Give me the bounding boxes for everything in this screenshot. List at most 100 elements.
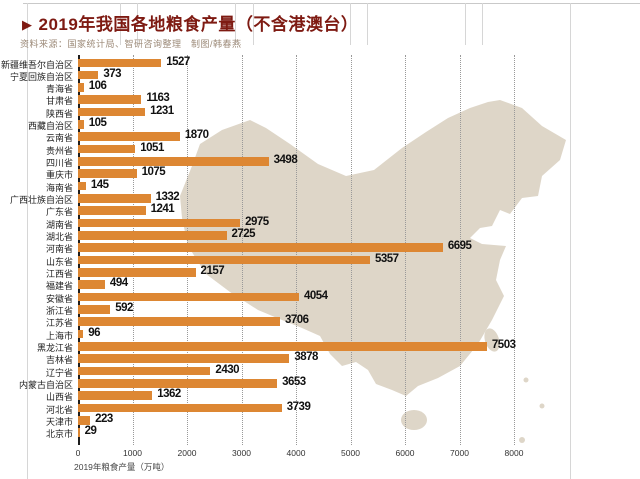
bar bbox=[78, 83, 84, 92]
table-stub-line bbox=[465, 3, 466, 45]
province-label: 广东省 bbox=[45, 207, 73, 218]
x-tick-label: 8000 bbox=[504, 448, 524, 458]
value-label: 1332 bbox=[155, 191, 180, 204]
province-label: 广西壮族自治区 bbox=[9, 195, 73, 206]
bar-row: 福建省 494 bbox=[0, 277, 640, 291]
bar bbox=[78, 391, 153, 400]
x-tick-label: 6000 bbox=[395, 448, 415, 458]
bar bbox=[78, 305, 111, 314]
bar bbox=[78, 120, 84, 129]
bar bbox=[78, 132, 180, 141]
bar bbox=[78, 354, 290, 363]
table-stub-line bbox=[120, 3, 121, 45]
x-tick-label: 1000 bbox=[123, 448, 142, 458]
value-label: 2975 bbox=[245, 215, 269, 228]
x-tick-label: 7000 bbox=[450, 448, 469, 458]
hainan-island bbox=[401, 410, 427, 430]
gridline bbox=[459, 55, 461, 445]
province-label: 贵州省 bbox=[45, 145, 73, 156]
value-label: 105 bbox=[88, 117, 107, 130]
value-label: 223 bbox=[95, 413, 113, 426]
bar bbox=[78, 144, 136, 154]
bar-row: 海南省 145 bbox=[0, 178, 640, 193]
value-label: 1231 bbox=[150, 104, 174, 117]
province-label: 内蒙古自治区 bbox=[18, 380, 73, 391]
value-label: 1051 bbox=[140, 141, 164, 154]
bar bbox=[78, 157, 269, 166]
province-label: 河北省 bbox=[45, 404, 73, 415]
bar-row: 四川省 3498 bbox=[0, 154, 640, 169]
province-label: 海南省 bbox=[45, 182, 73, 193]
title-marker-icon: ▶ bbox=[22, 17, 33, 32]
value-label: 2430 bbox=[215, 363, 240, 376]
bar-row: 河南省 6695 bbox=[0, 240, 640, 254]
value-label: 3739 bbox=[286, 400, 311, 413]
province-label: 安徽省 bbox=[45, 293, 73, 304]
value-label: 96 bbox=[88, 326, 101, 339]
page-left-border bbox=[27, 3, 28, 479]
small-island bbox=[539, 403, 545, 409]
bar-row: 内蒙古自治区 3653 bbox=[0, 376, 640, 391]
value-label: 7503 bbox=[491, 339, 516, 352]
bar-row: 吉林省 3878 bbox=[0, 351, 640, 365]
value-label: 1870 bbox=[184, 129, 209, 142]
table-stub-line bbox=[235, 3, 236, 45]
province-label: 上海市 bbox=[45, 330, 73, 341]
bar-row: 上海市 96 bbox=[0, 326, 640, 341]
bar-row: 陕西省 1231 bbox=[0, 104, 640, 119]
bar bbox=[78, 107, 146, 117]
province-label: 云南省 bbox=[45, 133, 73, 144]
bar-row: 西藏自治区 105 bbox=[0, 117, 640, 132]
bar bbox=[78, 342, 487, 351]
province-label: 甘肃省 bbox=[45, 96, 73, 107]
province-label: 湖北省 bbox=[45, 232, 73, 243]
province-label: 青海省 bbox=[45, 84, 73, 95]
province-label: 江西省 bbox=[45, 269, 73, 280]
x-tick-label: 2000 bbox=[177, 448, 197, 458]
value-label: 106 bbox=[88, 80, 107, 93]
province-label: 天津市 bbox=[45, 417, 73, 428]
bar bbox=[78, 403, 282, 413]
province-label: 四川省 bbox=[45, 158, 73, 169]
bar bbox=[78, 280, 105, 289]
chart-title: ▶ 2019年我国各地粮食产量（不含港澳台） bbox=[22, 10, 358, 35]
bar-row: 北京市 29 bbox=[0, 425, 640, 439]
value-label: 494 bbox=[109, 277, 128, 290]
value-label: 1163 bbox=[146, 92, 170, 105]
province-label: 西藏自治区 bbox=[27, 121, 73, 132]
x-tick-label: 5000 bbox=[341, 448, 360, 458]
x-tick-label: 4000 bbox=[286, 448, 306, 458]
province-label: 陕西省 bbox=[45, 108, 73, 119]
province-label: 黑龙江省 bbox=[36, 343, 73, 354]
bar-row: 黑龙江省 7503 bbox=[0, 339, 640, 354]
province-label: 山西省 bbox=[45, 392, 73, 403]
value-label: 3706 bbox=[284, 314, 309, 327]
province-label: 山东省 bbox=[45, 256, 73, 267]
bar bbox=[78, 329, 84, 339]
bar-row: 青海省 106 bbox=[0, 80, 640, 95]
bar-row: 安徽省 4054 bbox=[0, 290, 640, 304]
bar-row: 重庆市 1075 bbox=[0, 166, 640, 181]
bar bbox=[78, 95, 142, 104]
province-label: 浙江省 bbox=[45, 306, 73, 317]
bar bbox=[78, 169, 137, 178]
table-stub-line bbox=[137, 3, 138, 45]
value-label: 6695 bbox=[447, 240, 472, 253]
province-label: 宁夏回族自治区 bbox=[9, 71, 73, 82]
province-label: 重庆市 bbox=[45, 170, 73, 181]
gridline bbox=[514, 55, 515, 445]
bar-row: 辽宁省 2430 bbox=[0, 363, 640, 378]
value-label: 1241 bbox=[150, 203, 175, 216]
bar-row: 江西省 2157 bbox=[0, 265, 640, 280]
value-label: 1527 bbox=[166, 55, 190, 68]
table-stub-line bbox=[367, 3, 368, 45]
value-label: 145 bbox=[90, 178, 109, 191]
bar bbox=[78, 194, 151, 203]
value-label: 2157 bbox=[200, 265, 225, 278]
bar-row: 广西壮族自治区 1332 bbox=[0, 191, 640, 206]
bar bbox=[78, 366, 211, 376]
bar-row: 浙江省 592 bbox=[0, 302, 640, 317]
table-stub-line bbox=[482, 3, 483, 45]
bar-row: 江苏省 3706 bbox=[0, 314, 640, 328]
